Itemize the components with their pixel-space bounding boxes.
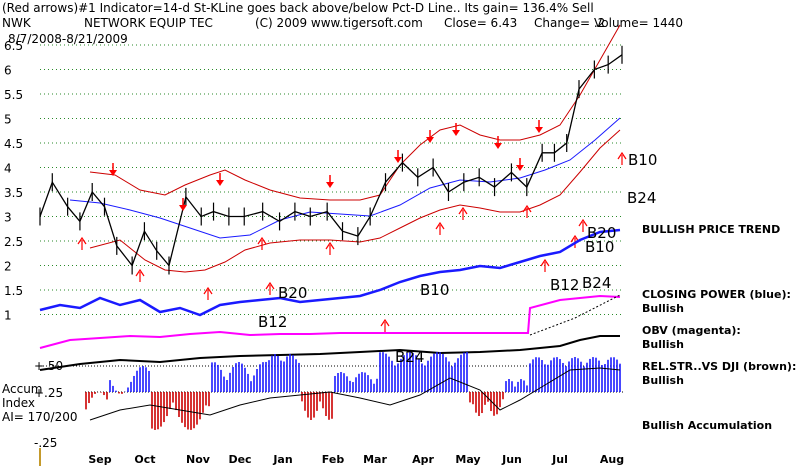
- buy-arrow-head: [522, 204, 532, 213]
- x-month-label: May: [455, 453, 480, 466]
- y-tick-label: 4.5: [4, 137, 23, 151]
- x-month-label: Aug: [600, 453, 624, 466]
- sell-arrow-head: [179, 205, 187, 211]
- closing-power-status: Bullish: [642, 302, 684, 315]
- buy-arrow-head: [265, 281, 275, 290]
- sell-arrow-head: [326, 182, 334, 188]
- obv-status: Bullish: [642, 338, 684, 351]
- y-axis: 6.5 6 5.5 5 4.5 4 3.5 3 2.5 2 1.5 1: [4, 39, 622, 323]
- change-value: Change= .2: [534, 16, 605, 30]
- lower-band: [89, 129, 621, 273]
- signal-b10-right: B10: [585, 238, 614, 256]
- accum-index-label: Index: [2, 396, 35, 410]
- company-name: NETWORK EQUIP TEC: [84, 16, 213, 30]
- ticker: NWK: [2, 16, 32, 30]
- y-tick-label: 3.5: [4, 186, 23, 200]
- accum-histogram: [85, 352, 621, 430]
- accum-ma-line: [89, 367, 621, 421]
- y-tick-label: 6.5: [4, 39, 23, 53]
- sell-arrow-head: [535, 127, 543, 133]
- x-month-label: Feb: [322, 453, 345, 466]
- buy-arrow-head: [203, 286, 213, 295]
- x-month-label: Dec: [228, 453, 251, 466]
- buy-arrow-head: [617, 151, 627, 160]
- x-month-label: Jun: [501, 453, 522, 466]
- y-tick-label: 5.5: [4, 88, 23, 102]
- y-tick-label: 3: [4, 211, 12, 225]
- signal-b12-left: B12: [258, 313, 287, 331]
- price-series: [39, 45, 623, 275]
- accum-mid-tick: +.25: [34, 386, 63, 400]
- buy-arrow-head: [257, 236, 267, 245]
- accum-top-tick: +.50: [34, 359, 63, 373]
- signal-b20-right: B20: [587, 224, 616, 242]
- buy-arrow-head: [435, 221, 445, 230]
- accum-bottom-tick: -.25: [34, 436, 57, 450]
- sell-arrow-head: [516, 165, 524, 171]
- y-tick-label: 2: [4, 260, 12, 274]
- closing-power-line: [39, 228, 621, 317]
- price-line: [39, 54, 623, 267]
- x-month-label: Nov: [186, 453, 211, 466]
- sell-arrow-head: [494, 143, 502, 149]
- y-tick-label: 1.5: [4, 284, 23, 298]
- x-month-label: Apr: [412, 453, 434, 466]
- bullish-price-trend-label: BULLISH PRICE TREND: [642, 223, 780, 236]
- copyright: (C) 2009 www.tigersoft.com: [255, 16, 423, 30]
- buy-arrow-head: [578, 218, 588, 227]
- accum-ai: AI= 170/200: [2, 410, 77, 424]
- signal-b24-mid: B24: [395, 348, 424, 366]
- signal-b10-mid: B10: [420, 281, 449, 299]
- sell-arrow-head: [452, 130, 460, 136]
- x-axis: Sep Oct Nov Dec Jan Feb Mar Apr May Jun Jul Aug: [88, 453, 624, 466]
- signal-b20-left: B20: [278, 284, 307, 302]
- y-tick-label: 4: [4, 162, 12, 176]
- buy-arrow-head: [458, 206, 468, 215]
- signal-b10-top: B10: [628, 151, 657, 169]
- y-tick-label: 5: [4, 113, 12, 127]
- volume-value: Volume= 1440: [594, 16, 683, 30]
- accum-title: Accum: [2, 382, 43, 396]
- y-tick-label: 6: [4, 64, 12, 78]
- signal-arrows: [77, 120, 627, 332]
- signal-b24-top: B24: [627, 189, 656, 207]
- buy-arrow-head: [135, 268, 145, 277]
- obv-line: [39, 294, 621, 349]
- x-month-label: Jan: [272, 453, 292, 466]
- y-tick-label: 2.5: [4, 235, 23, 249]
- x-month-label: Sep: [88, 453, 111, 466]
- sell-arrow-head: [426, 137, 434, 143]
- rel-strength-label: REL.STR..VS DJI (brown):: [642, 360, 796, 373]
- closing-power-label: CLOSING POWER (blue):: [642, 288, 791, 301]
- date-range: 8/7/2008-8/21/2009: [8, 32, 128, 46]
- x-month-label: Oct: [134, 453, 155, 466]
- accumulation-label: Bullish Accumulation: [642, 419, 772, 432]
- obv-label: OBV (magenta):: [642, 324, 741, 337]
- buy-arrow-head: [325, 241, 335, 250]
- rel-strength-line: [39, 335, 620, 371]
- obv-dotted-line: [529, 294, 621, 336]
- close-value: Close= 6.43: [444, 16, 517, 30]
- y-tick-label: 1: [4, 309, 12, 323]
- header-line1: (Red arrows)#1 Indicator=14-d St-KLine g…: [2, 1, 594, 15]
- buy-arrow-head: [77, 236, 87, 245]
- signal-b24-right: B24: [582, 274, 611, 292]
- x-month-label: Mar: [363, 453, 387, 466]
- buy-arrow-head: [380, 318, 390, 327]
- signal-b12-right: B12: [550, 276, 579, 294]
- rel-strength-status: Bullish: [642, 374, 684, 387]
- sell-arrow-head: [109, 170, 117, 176]
- sell-arrow-head: [394, 157, 402, 163]
- x-month-label: Jul: [551, 453, 568, 466]
- moving-average: [69, 117, 621, 239]
- buy-arrow-head: [540, 258, 550, 267]
- sell-arrow-head: [216, 180, 224, 186]
- upper-band: [89, 24, 621, 201]
